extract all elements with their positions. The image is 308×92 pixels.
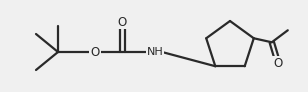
Text: O: O xyxy=(90,46,99,59)
Text: O: O xyxy=(117,15,127,29)
Text: O: O xyxy=(273,57,282,70)
Text: NH: NH xyxy=(147,47,163,57)
